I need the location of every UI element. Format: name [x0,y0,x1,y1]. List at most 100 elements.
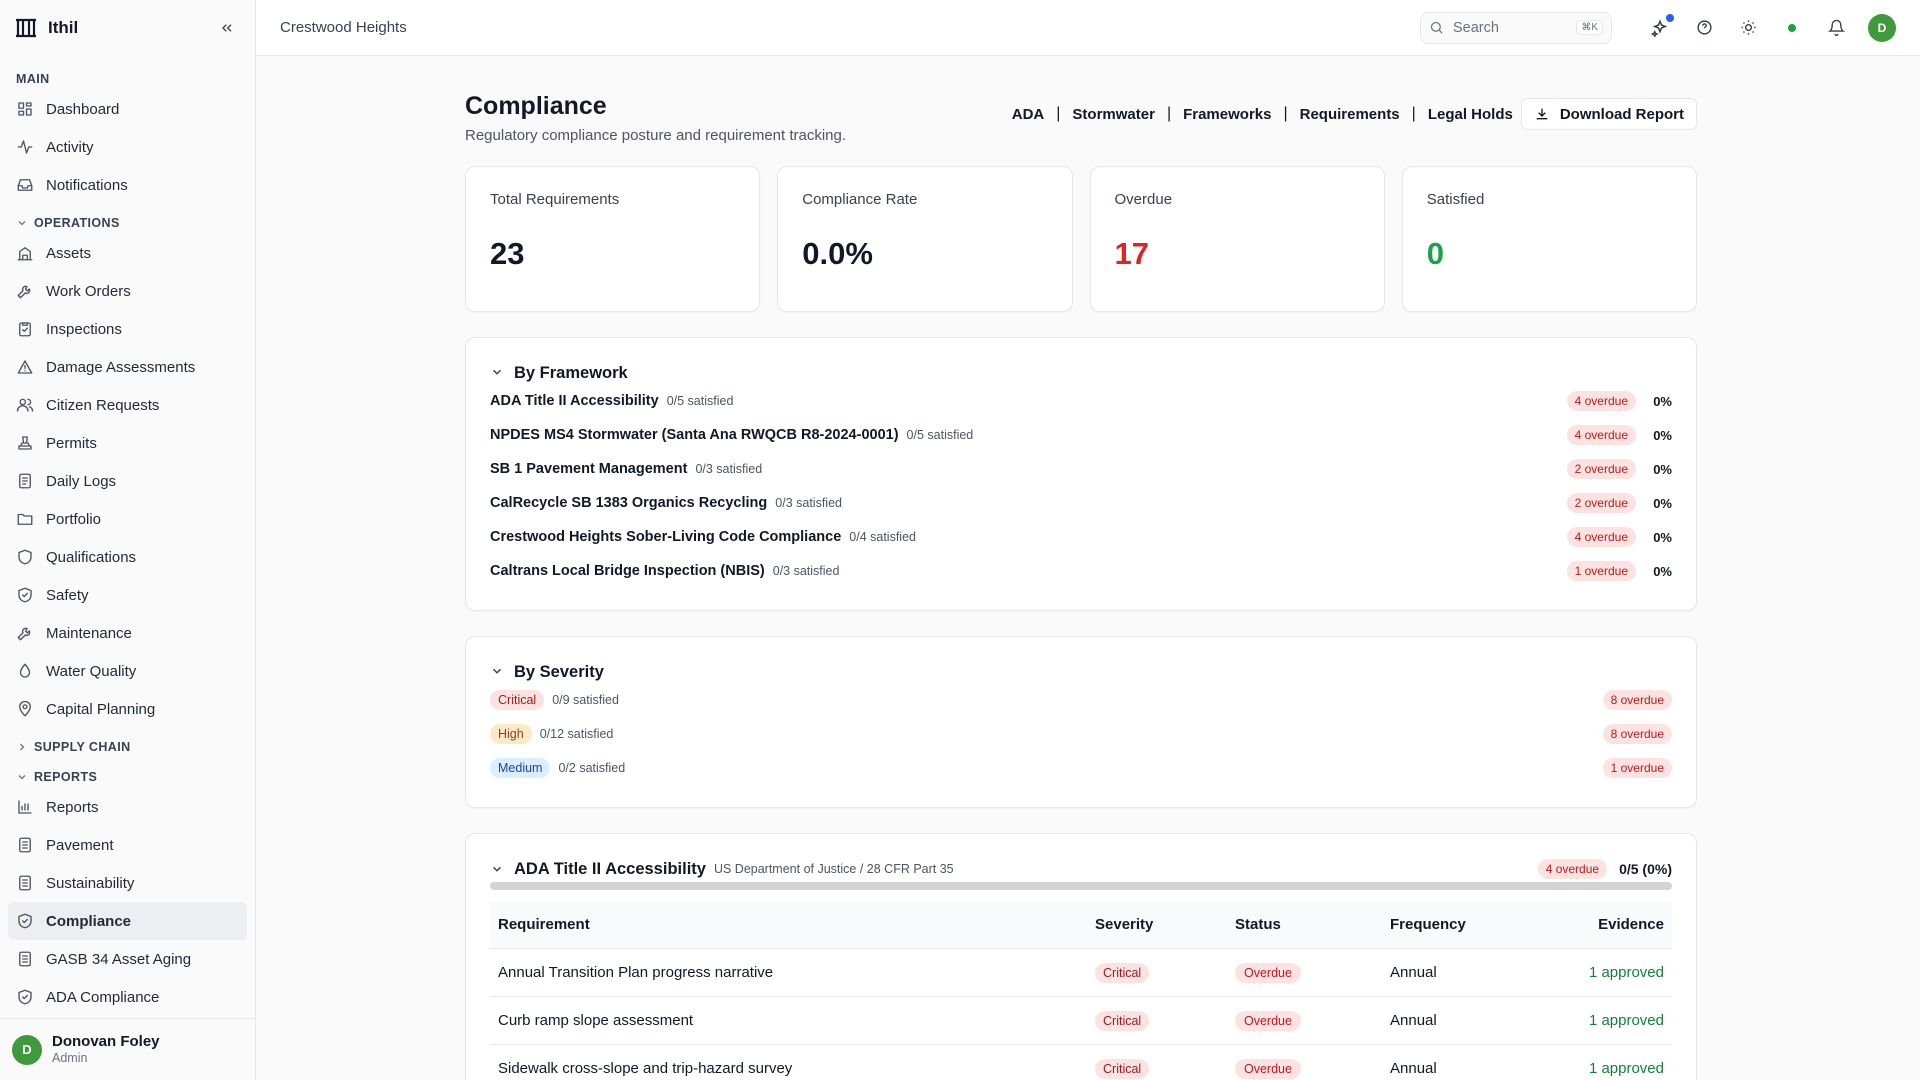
framework-row[interactable]: SB 1 Pavement Management 0/3 satisfied 2 o… [490,452,1672,486]
bell-icon[interactable] [1822,14,1850,42]
collapse-sidebar-icon[interactable] [215,16,239,40]
framework-row[interactable]: Caltrans Local Bridge Inspection (NBIS) 0… [490,554,1672,588]
link-legal-holds[interactable]: Legal Holds [1427,105,1513,123]
sidebar-item-maintenance[interactable]: Maintenance [8,614,247,652]
column-header-status[interactable]: Status [1235,916,1281,934]
sidebar-item-water-quality[interactable]: Water Quality [8,652,247,690]
column-header-requirement[interactable]: Requirement [498,916,590,934]
sidebar-item-label: Pavement [46,836,114,854]
download-report-button[interactable]: Download Report [1520,98,1697,130]
sidebar-item-pavement[interactable]: Pavement [8,826,247,864]
sidebar-item-reports[interactable]: Reports [8,788,247,826]
table-row[interactable]: Curb ramp slope assessment Critical Overdu… [490,995,1672,1044]
sidebar-item-label: Assets [46,244,92,262]
framework-row-name: Crestwood Heights Sober-Living Code Comp… [490,529,842,545]
severity-badge: Critical [490,690,545,710]
column-header-evidence[interactable]: Evidence [1598,916,1664,934]
sidebar-item-work-orders[interactable]: Work Orders [8,272,247,310]
table-row[interactable]: Sidewalk cross-slope and trip-hazard sur… [490,1043,1672,1080]
user-profile[interactable]: D Donovan Foley Admin [0,1018,255,1080]
link-separator: | [1411,105,1416,122]
status-badge: Overdue [1235,962,1301,983]
section-operations[interactable]: OPERATIONS [8,204,247,234]
severity-row[interactable]: Critical 0/9 satisfied 8 overdue [490,683,1672,717]
sidebar-item-label: Maintenance [46,624,132,642]
chevron-down-icon[interactable] [490,862,506,876]
sidebar-item-permits[interactable]: Permits [8,424,247,462]
help-icon[interactable] [1690,14,1718,42]
chevron-down-icon [16,771,30,783]
frequency-cell: Annual [1382,947,1552,996]
evidence-link[interactable]: 1 approved [1552,947,1672,996]
sidebar-item-label: Damage Assessments [46,358,196,376]
framework-row[interactable]: ADA Title II Accessibility 0/5 satisfied 4… [490,384,1672,418]
sidebar-item-compliance[interactable]: Compliance [8,902,247,940]
brand: Ithil [0,0,255,56]
link-requirements[interactable]: Requirements [1299,105,1400,123]
stat-value: 23 [490,236,525,271]
by-severity-card: By Severity Critical 0/9 satisfied 8 overd… [465,636,1697,808]
sidebar-item-label: ADA Compliance [46,988,160,1006]
sidebar-item-label: Notifications [46,176,128,194]
severity-row[interactable]: Medium 0/2 satisfied 1 overdue [490,751,1672,785]
sidebar-item-dashboard[interactable]: Dashboard [8,90,247,128]
framework-row[interactable]: CalRecycle SB 1383 Organics Recycling 0/3… [490,486,1672,520]
sidebar-item-damage-assessments[interactable]: Damage Assessments [8,348,247,386]
sidebar-item-gasb-34-asset-aging[interactable]: GASB 34 Asset Aging [8,940,247,978]
link-separator: | [1283,105,1288,122]
link-frameworks[interactable]: Frameworks [1183,105,1272,123]
by-severity-toggle[interactable]: By Severity [490,661,1672,683]
overdue-badge: 1 overdue [1566,561,1636,581]
sidebar-item-sustainability[interactable]: Sustainability [8,864,247,902]
wrench-icon [16,624,34,642]
section-supply-chain[interactable]: SUPPLY CHAIN [8,728,247,758]
page-content: Compliance Regulatory compliance posture… [256,56,1920,1080]
by-framework-title: By Framework [514,363,628,382]
chevron-down-icon [16,217,30,229]
sidebar-item-assets[interactable]: Assets [8,234,247,272]
breadcrumb[interactable]: Crestwood Heights [280,19,407,36]
column-header-frequency[interactable]: Frequency [1390,916,1466,934]
sidebar-item-notifications[interactable]: Notifications [8,166,247,204]
sidebar-item-activity[interactable]: Activity [8,128,247,166]
sidebar-item-label: Dashboard [46,100,120,118]
account-avatar[interactable]: D [1868,13,1896,42]
framework-row-satisfied: 0/3 satisfied [775,496,842,510]
framework-row[interactable]: NPDES MS4 Stormwater (Santa Ana RWQCB R8… [490,418,1672,452]
status-badge: Overdue [1235,1010,1301,1031]
document-icon [16,874,34,892]
page-subtitle: Regulatory compliance posture and requir… [465,127,847,144]
stat-label: Overdue [1114,191,1173,208]
framework-overdue-badge: 4 overdue [1537,859,1608,879]
by-framework-toggle[interactable]: By Framework [490,362,1672,384]
sidebar-item-qualifications[interactable]: Qualifications [8,538,247,576]
link-ada[interactable]: ADA [1011,105,1045,123]
link-stormwater[interactable]: Stormwater [1072,105,1155,123]
sidebar-item-inspections[interactable]: Inspections [8,310,247,348]
requirement-name: Annual Transition Plan progress narrativ… [490,947,1087,996]
sidebar-item-ada-compliance[interactable]: ADA Compliance [8,978,247,1016]
evidence-link[interactable]: 1 approved [1552,1043,1672,1080]
column-header-severity[interactable]: Severity [1095,916,1154,934]
sidebar-item-citizen-requests[interactable]: Citizen Requests [8,386,247,424]
framework-row-satisfied: 0/5 satisfied [906,428,974,442]
sidebar-item-safety[interactable]: Safety [8,576,247,614]
section-reports[interactable]: REPORTS [8,758,247,788]
ai-sparkle-icon[interactable] [1646,13,1674,42]
table-row[interactable]: Annual Transition Plan progress narrativ… [490,947,1672,996]
sun-icon[interactable] [1734,14,1762,42]
sidebar-item-daily-logs[interactable]: Daily Logs [8,462,247,500]
sidebar-item-capital-planning[interactable]: Capital Planning [8,690,247,728]
overdue-badge: 1 overdue [1602,758,1672,778]
chevron-down-icon [490,664,506,680]
severity-row[interactable]: High 0/12 satisfied 8 overdue [490,717,1672,751]
connection-status-icon [1778,14,1806,42]
bar-chart-icon [16,798,34,816]
search-shortcut: ⌘K [1576,20,1603,35]
search-input[interactable]: Search ⌘K [1420,11,1612,44]
stat-label: Compliance Rate [802,191,918,208]
framework-row[interactable]: Crestwood Heights Sober-Living Code Comp… [490,520,1672,554]
sidebar-item-portfolio[interactable]: Portfolio [8,500,247,538]
shield-check-icon [16,988,34,1006]
evidence-link[interactable]: 1 approved [1552,995,1672,1044]
